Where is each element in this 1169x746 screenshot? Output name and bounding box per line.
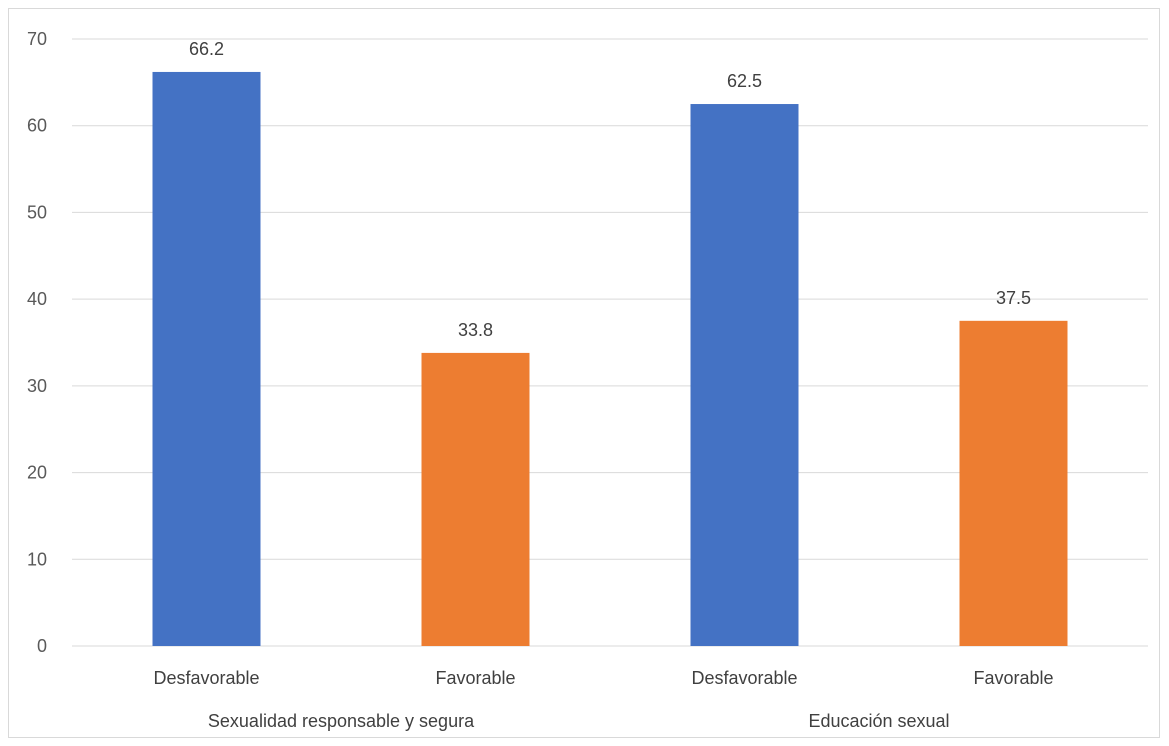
category-label-2: Favorable <box>435 668 515 688</box>
y-tick-label-0: 0 <box>37 636 47 656</box>
data-label-1: 66.2 <box>189 39 224 59</box>
y-tick-label-50: 50 <box>27 202 47 222</box>
data-label-2: 33.8 <box>458 320 493 340</box>
bar-desfavorable-1 <box>152 71 261 647</box>
y-tick-label-60: 60 <box>27 116 47 136</box>
y-tick-label-70: 70 <box>27 29 47 49</box>
category-label-4: Favorable <box>973 668 1053 688</box>
bar-favorable-2 <box>959 320 1068 646</box>
y-tick-label-40: 40 <box>27 289 47 309</box>
category-label-3: Desfavorable <box>691 668 797 688</box>
bar-favorable-1 <box>421 352 530 646</box>
y-tick-label-10: 10 <box>27 549 47 569</box>
data-label-4: 37.5 <box>996 288 1031 308</box>
group-label-2: Educación sexual <box>808 711 949 731</box>
y-tick-label-20: 20 <box>27 463 47 483</box>
bar-desfavorable-2 <box>690 104 799 647</box>
category-label-1: Desfavorable <box>153 668 259 688</box>
y-tick-label-30: 30 <box>27 376 47 396</box>
data-label-3: 62.5 <box>727 71 762 91</box>
group-label-1: Sexualidad responsable y segura <box>208 711 475 731</box>
